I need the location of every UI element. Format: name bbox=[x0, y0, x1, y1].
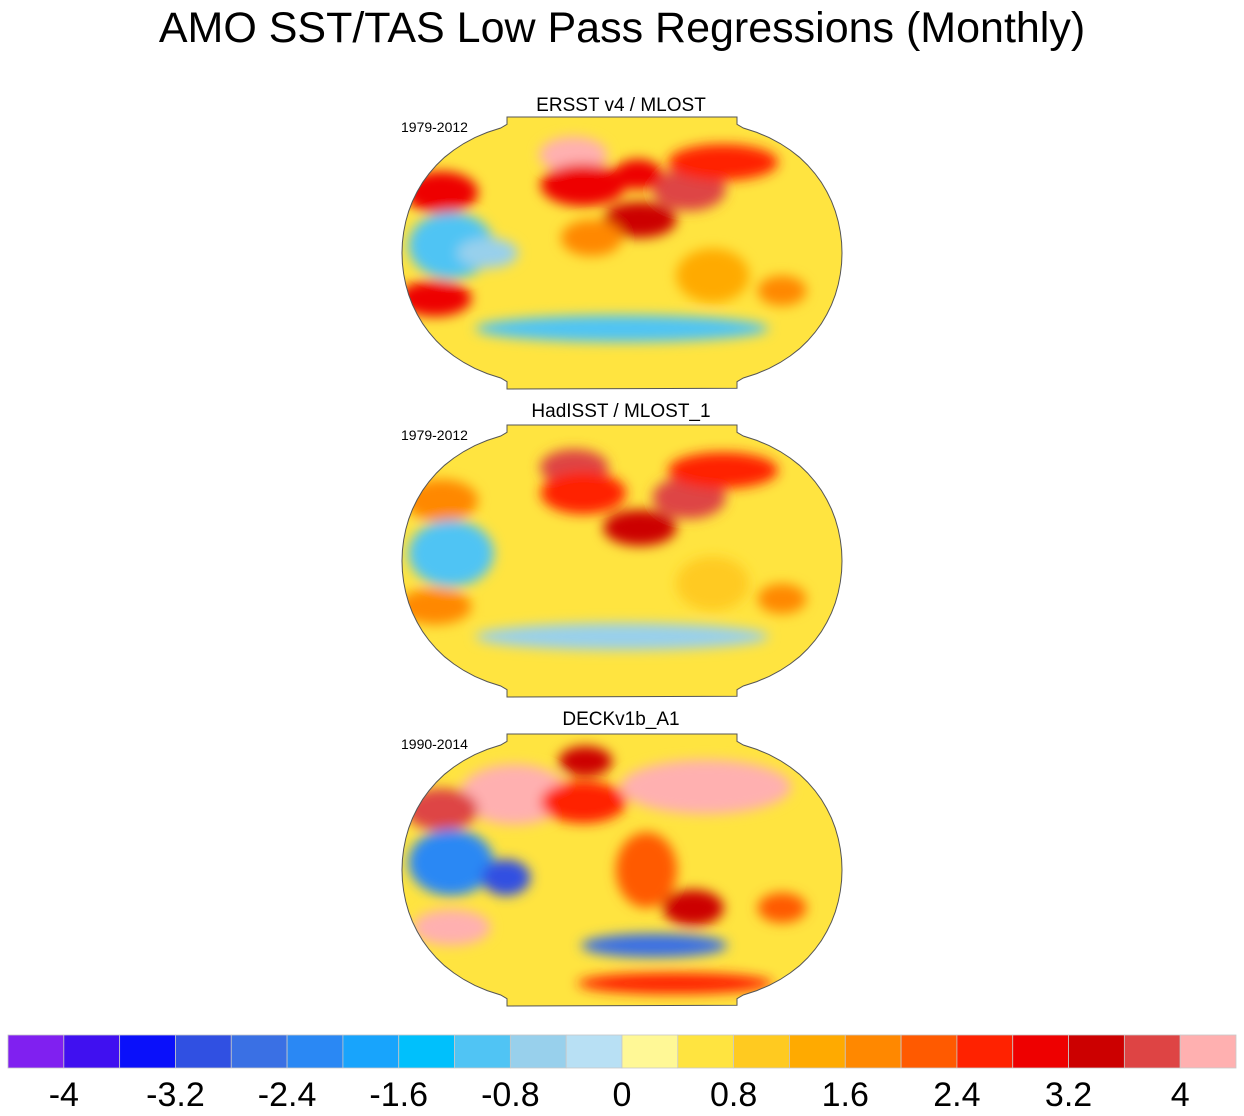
colorbar-box bbox=[844, 1034, 902, 1069]
colorbar-tick-label: 0 bbox=[613, 1076, 632, 1114]
colorbar-box bbox=[119, 1034, 176, 1069]
map-region-anomaly bbox=[676, 248, 750, 303]
map-region-anomaly bbox=[404, 788, 479, 831]
colorbar-box bbox=[677, 1034, 735, 1069]
colorbar-box bbox=[7, 1034, 65, 1069]
panel-2-map bbox=[401, 424, 843, 698]
panel-1-period: 1979-2012 bbox=[401, 119, 468, 135]
colorbar-tick-label: 0.8 bbox=[710, 1076, 757, 1114]
colorbar-box bbox=[565, 1034, 623, 1069]
map-region-anomaly bbox=[457, 237, 519, 269]
map-region-anomaly bbox=[459, 764, 570, 825]
colorbar-tick-label: -1.6 bbox=[369, 1076, 428, 1114]
map-region-anomaly bbox=[558, 746, 613, 777]
map-region-anomaly bbox=[603, 201, 677, 238]
map-region-anomaly bbox=[757, 892, 807, 923]
map-region-anomaly bbox=[668, 452, 779, 489]
map-region-anomaly bbox=[404, 171, 479, 214]
colorbar-tick-label: -4 bbox=[49, 1076, 79, 1114]
map-region-anomaly bbox=[475, 622, 769, 651]
map-region-anomaly bbox=[539, 136, 608, 173]
map-region-anomaly bbox=[540, 780, 627, 824]
map-region-anomaly bbox=[603, 509, 677, 546]
colorbar-tick-label: 3.2 bbox=[1045, 1076, 1092, 1114]
panel-1-title: ERSST v4 / MLOST bbox=[536, 95, 706, 116]
panel-2-period: 1979-2012 bbox=[401, 427, 468, 443]
map-region-anomaly bbox=[561, 219, 623, 257]
map-region-anomaly bbox=[408, 520, 494, 587]
colorbar-box bbox=[789, 1034, 846, 1069]
map-region-anomaly bbox=[577, 972, 773, 994]
colorbar-box bbox=[230, 1034, 288, 1069]
map-region-anomaly bbox=[412, 909, 491, 946]
colorbar-box bbox=[1012, 1034, 1069, 1069]
colorbar-tick-label: -3.2 bbox=[146, 1076, 205, 1114]
map-region-anomaly bbox=[615, 832, 677, 908]
map-region-anomaly bbox=[540, 163, 627, 207]
colorbar-tick-label: -2.4 bbox=[258, 1076, 317, 1114]
panel-2-title: HadISST / MLOST_1 bbox=[531, 401, 711, 422]
colorbar-box bbox=[342, 1034, 400, 1069]
figure-title: AMO SST/TAS Low Pass Regressions (Monthl… bbox=[158, 4, 1086, 52]
map-region-anomaly bbox=[757, 583, 807, 614]
map-region-anomaly bbox=[404, 479, 479, 522]
colorbar-tick-label: 2.4 bbox=[933, 1076, 980, 1114]
colorbar-box bbox=[454, 1034, 511, 1069]
colorbar-tick-label: 4 bbox=[1171, 1076, 1190, 1114]
map-region-anomaly bbox=[662, 889, 724, 926]
map-region-anomaly bbox=[540, 471, 627, 515]
map-region-anomaly bbox=[613, 159, 663, 190]
panel-1-map bbox=[401, 116, 843, 390]
colorbar-tick-label: -0.8 bbox=[481, 1076, 540, 1114]
panel-3-title: DECKv1b_A1 bbox=[562, 709, 680, 730]
map-region-anomaly bbox=[402, 280, 472, 317]
map-region-anomaly bbox=[408, 829, 494, 896]
colorbar-box bbox=[900, 1034, 958, 1069]
colorbar-box bbox=[1068, 1034, 1125, 1069]
colorbar-box bbox=[1123, 1034, 1181, 1069]
map-region-anomaly bbox=[668, 144, 779, 181]
map-outline bbox=[401, 733, 843, 1007]
colorbar: -4 -3.2 -2.4 -1.6 -0.8 0 0.8 1.6 2.4 3.2 4 bbox=[7, 1034, 1237, 1114]
colorbar-tick-label: 1.6 bbox=[822, 1076, 869, 1114]
colorbar-box bbox=[63, 1034, 121, 1069]
map-outline bbox=[401, 424, 843, 698]
colorbar-box bbox=[398, 1034, 455, 1069]
map-region-anomaly bbox=[481, 859, 531, 896]
panel-3-map bbox=[401, 733, 843, 1007]
colorbar-box bbox=[1179, 1034, 1237, 1069]
colorbar-box bbox=[621, 1034, 679, 1069]
map-outline bbox=[401, 116, 843, 390]
map-region-anomaly bbox=[757, 275, 807, 306]
colorbar-box bbox=[733, 1034, 790, 1069]
panel-3-period: 1990-2014 bbox=[401, 736, 468, 752]
map-region-anomaly bbox=[620, 759, 792, 815]
colorbar-box bbox=[509, 1034, 567, 1069]
colorbar-box bbox=[956, 1034, 1014, 1069]
map-region-anomaly bbox=[676, 556, 750, 611]
map-region-anomaly bbox=[475, 314, 769, 343]
map-region-anomaly bbox=[580, 933, 728, 958]
colorbar-box bbox=[286, 1034, 344, 1069]
colorbar-box bbox=[175, 1034, 232, 1069]
map-region-anomaly bbox=[402, 588, 472, 625]
